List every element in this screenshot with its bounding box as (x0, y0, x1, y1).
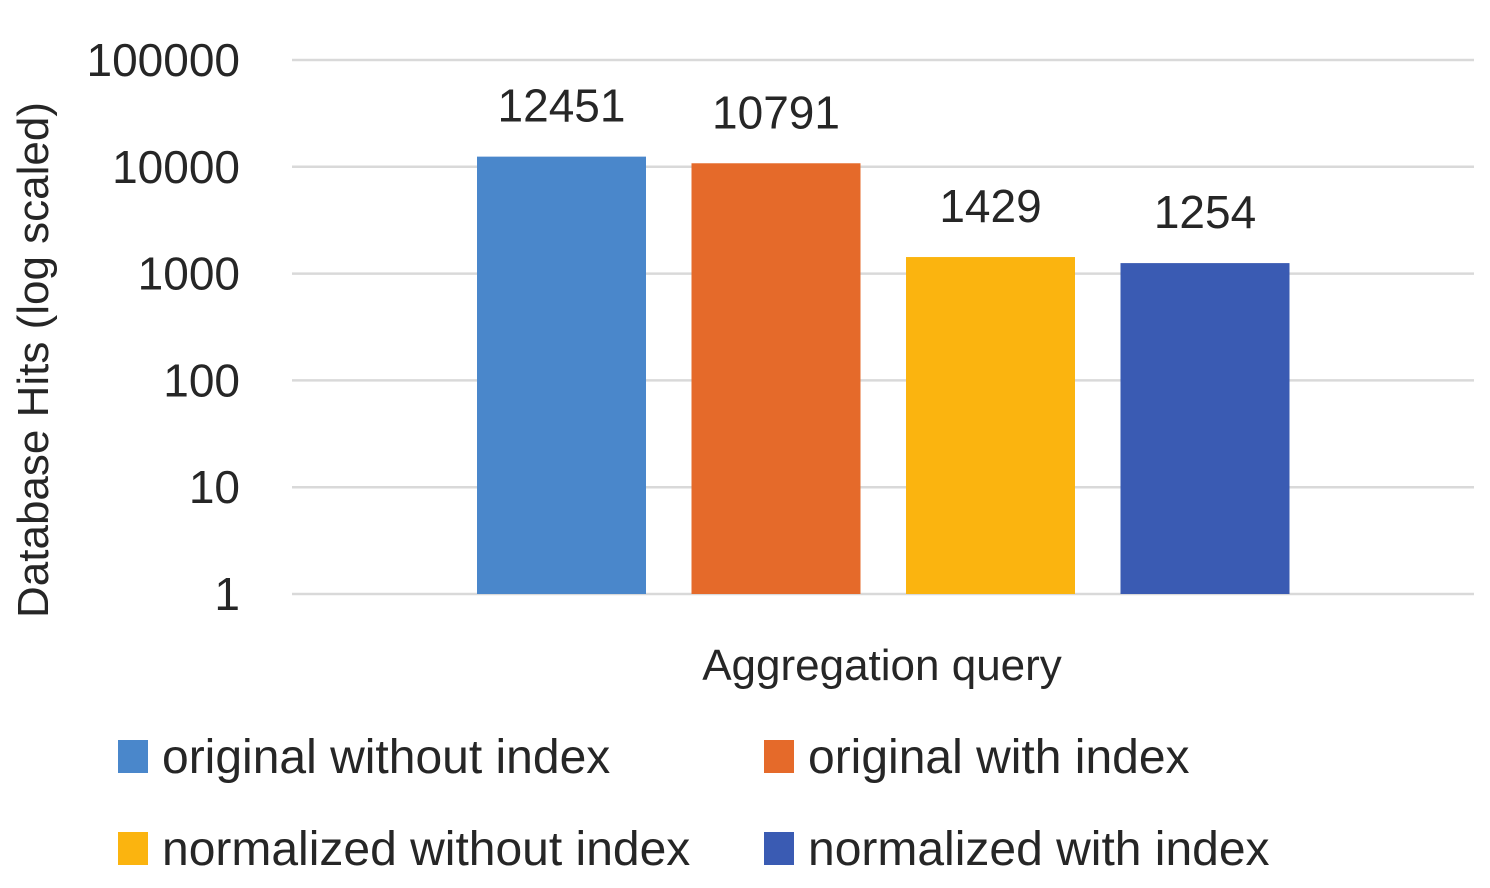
y-axis-title: Database Hits (log scaled) (9, 102, 58, 618)
legend-item: original with index (764, 731, 1190, 784)
legend-swatch (118, 740, 148, 773)
data-label: 10791 (712, 86, 840, 138)
legend-label: normalized without index (162, 823, 690, 876)
data-label: 1254 (1154, 186, 1256, 238)
bar-original-without-index (477, 156, 646, 594)
legend-swatch (764, 832, 794, 865)
y-tick-label: 1 (214, 568, 240, 620)
bars (477, 156, 1290, 594)
y-tick-label: 1000 (138, 248, 240, 300)
y-tick-label: 100000 (87, 34, 241, 86)
legend-item: original without index (118, 731, 610, 784)
y-tick-label: 10 (189, 461, 240, 513)
legend-label: normalized with index (808, 823, 1270, 876)
y-tick-label: 10000 (112, 141, 240, 193)
data-labels: 12451 10791 1429 1254 (498, 80, 1257, 238)
legend-item: normalized with index (764, 823, 1270, 876)
x-axis-title: Aggregation query (702, 641, 1062, 690)
legend-swatch (118, 832, 148, 865)
bar-original-with-index (691, 163, 861, 594)
y-tick-label: 100 (163, 354, 240, 406)
bar-normalized-without-index (906, 257, 1075, 594)
data-label: 12451 (498, 80, 626, 132)
legend-label: original without index (162, 731, 610, 784)
legend-swatch (764, 740, 794, 773)
legend: original without index original with inde… (118, 731, 1270, 876)
legend-item: normalized without index (118, 823, 690, 876)
bar-normalized-with-index (1120, 263, 1290, 594)
data-label: 1429 (939, 180, 1041, 232)
legend-label: original with index (808, 731, 1190, 784)
gridlines (292, 58, 1474, 596)
y-axis-ticks: 1 10 100 1000 10000 100000 (87, 34, 241, 620)
